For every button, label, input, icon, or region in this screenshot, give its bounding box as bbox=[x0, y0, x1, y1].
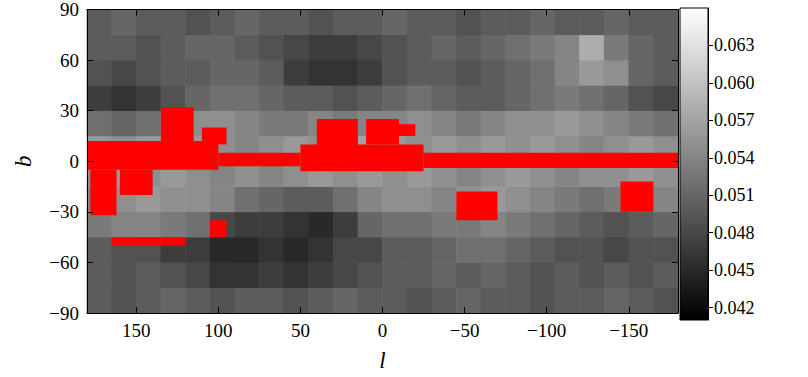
svg-text:0.057: 0.057 bbox=[714, 110, 755, 130]
svg-text:−90: −90 bbox=[49, 303, 79, 324]
svg-text:−100: −100 bbox=[527, 320, 566, 341]
svg-text:0: 0 bbox=[378, 320, 388, 341]
svg-text:−60: −60 bbox=[49, 252, 79, 273]
svg-text:0.042: 0.042 bbox=[714, 298, 755, 318]
svg-text:0.051: 0.051 bbox=[714, 185, 755, 205]
svg-text:100: 100 bbox=[204, 320, 233, 341]
svg-text:l: l bbox=[379, 348, 385, 373]
svg-text:30: 30 bbox=[60, 100, 79, 121]
svg-text:150: 150 bbox=[122, 320, 151, 341]
svg-text:0.045: 0.045 bbox=[714, 260, 755, 280]
svg-text:0: 0 bbox=[70, 151, 80, 172]
svg-text:0.054: 0.054 bbox=[714, 148, 755, 168]
svg-text:50: 50 bbox=[291, 320, 310, 341]
svg-text:60: 60 bbox=[60, 50, 79, 71]
svg-text:0.060: 0.060 bbox=[714, 73, 755, 93]
svg-text:0.063: 0.063 bbox=[714, 35, 755, 55]
svg-text:−50: −50 bbox=[450, 320, 480, 341]
svg-text:−150: −150 bbox=[609, 320, 648, 341]
svg-text:−30: −30 bbox=[49, 201, 79, 222]
svg-text:90: 90 bbox=[60, 0, 79, 20]
svg-text:b: b bbox=[11, 156, 36, 168]
svg-text:0.048: 0.048 bbox=[714, 223, 755, 243]
